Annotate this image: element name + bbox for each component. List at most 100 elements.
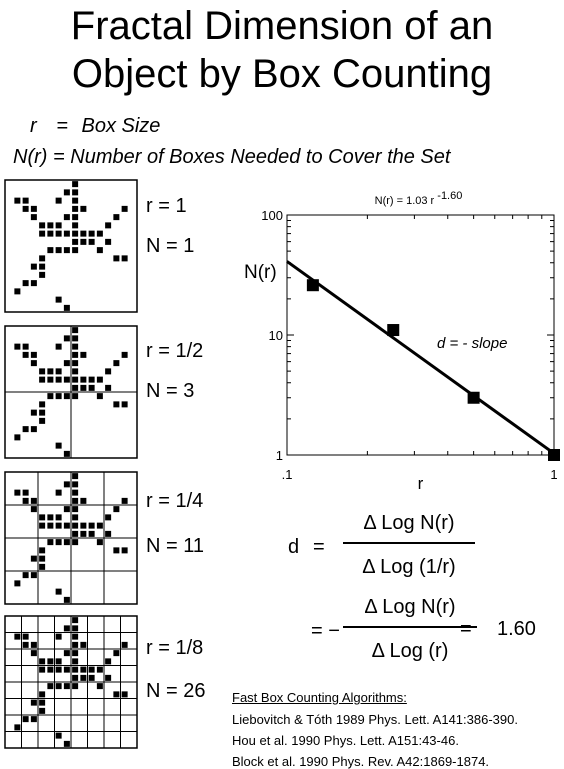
fractal-square	[14, 434, 21, 441]
fractal-square	[55, 666, 62, 673]
title-line-1: Fractal Dimension of an	[70, 4, 494, 48]
fractal-square	[80, 497, 87, 504]
fractal-square	[105, 530, 112, 537]
n-meaning: Number of Boxes Needed to Cover the Set	[70, 146, 451, 168]
fractal-square	[72, 497, 79, 504]
y-axis-label: N(r)	[244, 262, 277, 283]
fractal-square	[113, 255, 120, 262]
fractal-square	[39, 368, 46, 375]
fractal-square	[63, 189, 70, 196]
definition-n: N(r) = Number of Boxes Needed to Cover t…	[13, 146, 450, 169]
fractal-square	[88, 522, 95, 529]
fractal-panel	[4, 471, 138, 605]
fractal-square	[80, 351, 87, 358]
fractal-square	[113, 691, 120, 698]
fractal-square	[14, 580, 21, 587]
fractal-square	[55, 197, 62, 204]
fractal-square	[63, 740, 70, 747]
fractal-square	[121, 255, 128, 262]
fractal-square	[72, 214, 79, 221]
fractal-square	[80, 384, 87, 391]
fractal-square	[22, 633, 29, 640]
fractal-square	[63, 360, 70, 367]
formula-numerator-2: Δ Log N(r)	[364, 596, 456, 618]
title-line-2: Object by Box Counting	[71, 52, 493, 96]
fractal-square	[96, 539, 103, 546]
fractal-square	[113, 360, 120, 367]
fractal-square	[39, 222, 46, 229]
fractal-square	[63, 666, 70, 673]
panel-1-n-label: N = 1	[146, 235, 195, 257]
fractal-square	[55, 230, 62, 237]
fractal-square	[72, 641, 79, 648]
fractal-square	[121, 351, 128, 358]
fractal-square	[22, 641, 29, 648]
fractal-square	[30, 641, 37, 648]
fractal-square	[22, 197, 29, 204]
fractal-square	[72, 625, 79, 632]
fractal-square	[72, 514, 79, 521]
fractal-square	[105, 368, 112, 375]
fractal-square	[39, 263, 46, 270]
fractal-panel	[4, 325, 138, 459]
fractal-square	[55, 539, 62, 546]
fractal-square	[80, 205, 87, 212]
fractal-square	[30, 650, 37, 657]
fractal-square	[113, 547, 120, 554]
fractal-square	[113, 650, 120, 657]
fractal-square	[105, 658, 112, 665]
x-axis-label: r	[418, 474, 424, 493]
fractal-square	[55, 633, 62, 640]
fractal-square	[47, 393, 54, 400]
fractal-square	[30, 497, 37, 504]
fractal-square	[105, 222, 112, 229]
data-point	[548, 449, 560, 461]
fractal-square	[39, 547, 46, 554]
data-point	[387, 324, 400, 337]
fractal-square	[39, 555, 46, 562]
formula-denominator-2: Δ Log (r)	[371, 640, 449, 662]
fractal-square	[72, 230, 79, 237]
fractal-square	[55, 658, 62, 665]
fractal-square	[30, 426, 37, 433]
fractal-square	[47, 376, 54, 383]
fractal-square	[22, 497, 29, 504]
fractal-square	[39, 691, 46, 698]
fractal-square	[30, 351, 37, 358]
data-point	[306, 279, 319, 292]
fractal-square	[55, 489, 62, 496]
fractal-square	[14, 489, 21, 496]
dimension-value: 1.60	[497, 618, 536, 640]
fractal-square	[72, 522, 79, 529]
fractal-square	[80, 666, 87, 673]
fractal-square	[121, 497, 128, 504]
fractal-square	[22, 489, 29, 496]
fractal-square	[72, 335, 79, 342]
fractal-square	[72, 666, 79, 673]
fractal-square	[22, 426, 29, 433]
fractal-square	[63, 214, 70, 221]
fractal-square	[30, 409, 37, 416]
fractal-square	[96, 230, 103, 237]
fractal-square	[88, 674, 95, 681]
fractal-square	[55, 683, 62, 690]
fractal-square	[72, 658, 79, 665]
reference-3: Block et al. 1990 Phys. Rev. A42:1869-18…	[232, 754, 490, 769]
fractal-square	[121, 641, 128, 648]
fractal-square	[63, 650, 70, 657]
fractal-square	[30, 280, 37, 287]
fractal-square	[30, 716, 37, 723]
r-symbol: r	[30, 115, 37, 137]
fractal-square	[63, 247, 70, 254]
fractal-square	[72, 222, 79, 229]
fractal-square	[39, 514, 46, 521]
fractal-square	[80, 238, 87, 245]
formula-d: d	[288, 536, 300, 558]
fractal-square	[72, 384, 79, 391]
fractal-square	[72, 360, 79, 367]
fractal-square	[47, 247, 54, 254]
fractal-square	[39, 699, 46, 706]
fractal-square	[63, 376, 70, 383]
fractal-square	[88, 530, 95, 537]
